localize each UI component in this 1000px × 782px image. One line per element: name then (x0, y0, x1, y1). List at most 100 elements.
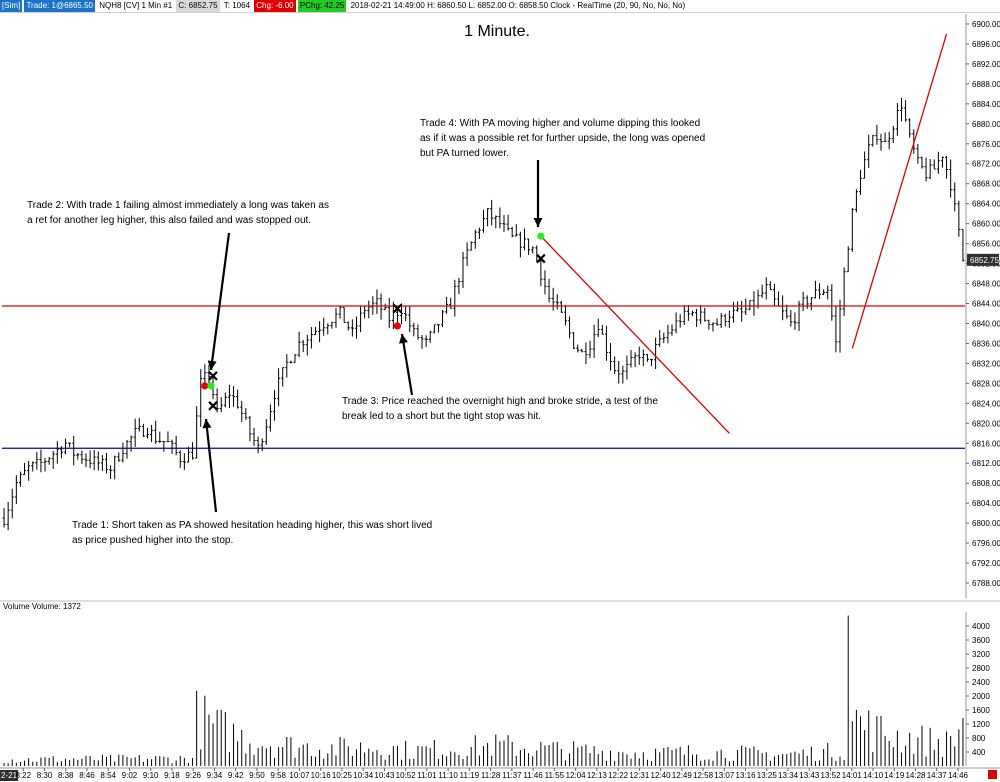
time-tick-label: 13:43 (799, 771, 820, 780)
time-tick-label: 11:46 (523, 771, 543, 780)
time-tick-label: 11:19 (460, 771, 480, 780)
price-tick-label: 6800.00 (972, 519, 1000, 528)
time-tick-label: 14:28 (905, 771, 926, 780)
volume-bars (3, 615, 964, 766)
x-stroke (208, 401, 218, 411)
time-tick-label: 14:01 (842, 771, 863, 780)
trade-2-note-line-1: Trade 2: With trade 1 failing almost imm… (27, 200, 329, 211)
trade-3-note-line-1: Trade 3: Price reached the overnight hig… (342, 396, 658, 407)
price-tick-label: 6836.00 (972, 339, 1000, 348)
arrow-head (207, 360, 217, 370)
bar-info: 2018-02-21 14:49:00 H: 6860.50 L: 6852.0… (350, 1, 686, 10)
volume-title: Volume Volume: 1372 (3, 602, 81, 611)
short-entry-dot (393, 322, 402, 330)
price-tick-label: 6844.00 (972, 300, 1000, 309)
long-entry-dot (537, 232, 545, 240)
chart-title: 1 Minute. (464, 23, 530, 40)
time-tick-label: 8:38 (58, 771, 74, 780)
time-tick-label: 9:02 (122, 771, 138, 780)
time-tick-label: 13:52 (821, 771, 842, 780)
status-indicator (988, 770, 997, 779)
time-tick-label: 12:58 (693, 771, 714, 780)
level-lines (2, 305, 965, 449)
x-stroke (208, 371, 218, 381)
price-tick-label: 6820.00 (972, 419, 1000, 428)
long-entry-dot (207, 382, 215, 390)
annotation-arrows (202, 160, 543, 513)
time-tick-label: 11:28 (481, 771, 501, 780)
trade-1-arrow (202, 418, 218, 513)
pchange-badge: PChg: 42.25 (297, 0, 347, 12)
sim-badge[interactable]: [Sim] (0, 0, 23, 12)
price-tick-label: 6804.00 (972, 499, 1000, 508)
price-tick-label: 6828.00 (972, 379, 1000, 388)
price-tick-label: 6832.00 (972, 359, 1000, 368)
time-tick-label: 8:22 (15, 771, 31, 780)
volume-tick-label: 1200 (972, 720, 990, 729)
trade-4-note-line-1: Trade 4: With PA moving higher and volum… (420, 118, 700, 129)
trade-exit-x-marker (392, 303, 403, 314)
tick-label: T: 1064 (223, 1, 251, 10)
arrow-shaft (204, 418, 218, 513)
price-tick-label: 6856.00 (972, 240, 1000, 249)
volume-tick-label: 4000 (972, 622, 990, 631)
trade-exit-x-marker (536, 253, 546, 264)
time-tick-label: 14:46 (948, 771, 969, 780)
trade-3-arrow (399, 333, 414, 396)
time-tick-label: 9:10 (143, 771, 159, 780)
time-tick-label: 9:42 (228, 771, 244, 780)
time-tick-label: 8:46 (79, 771, 95, 780)
volume-tick-label: 1600 (972, 706, 990, 715)
time-tick-label: 9:18 (164, 771, 180, 780)
trade-4-arrow (533, 160, 543, 227)
time-tick-label: 8:30 (37, 771, 53, 780)
trade-1-note-line-2: as price pushed higher into the stop. (72, 535, 233, 546)
time-tick-label: 11:55 (545, 771, 565, 780)
price-tick-label: 6868.00 (972, 180, 1000, 189)
time-tick-label: 10:25 (332, 771, 353, 780)
current-price-label: 6852.75 (970, 256, 999, 265)
time-tick-label: 10:16 (311, 771, 332, 780)
trade-label[interactable]: Trade: 1@6865.50 (24, 0, 96, 12)
time-tick-label: 12:40 (651, 771, 672, 780)
volume-tick-label: 3600 (972, 636, 990, 645)
price-axis: 6900.00 6896.00 6892.00 6888.00 6884.00 6880.… (0, 14, 1000, 602)
time-tick-label: 12:04 (566, 771, 587, 780)
price-tick-label: 6900.00 (972, 20, 1000, 29)
trade-2-note-line-2: a ret for another leg higher, this also … (27, 215, 311, 226)
x-stroke (536, 253, 546, 264)
trade-1-note-line-1: Trade 1: Short taken as PA showed hesita… (72, 520, 432, 531)
close-badge: C: 6852.75 (176, 0, 220, 12)
change-badge: Chg: -6.00 (254, 0, 296, 12)
time-tick-label: 14:37 (927, 771, 948, 780)
time-tick-label: 13:25 (757, 771, 778, 780)
price-tick-label: 6808.00 (972, 479, 1000, 488)
price-bars (2, 97, 965, 531)
x-stroke (392, 303, 403, 314)
time-tick-label: 13:07 (714, 771, 735, 780)
time-tick-label: 9:50 (249, 771, 265, 780)
time-tick-label: 11:37 (502, 771, 522, 780)
trade-2-arrow (207, 232, 231, 371)
price-tick-label: 6892.00 (972, 60, 1000, 69)
price-tick-label: 6840.00 (972, 319, 1000, 328)
price-tick-label: 6812.00 (972, 459, 1000, 468)
instrument-label: NQH8 [CV] 1 Min #1 (99, 1, 173, 10)
time-tick-label: 11:01 (417, 771, 437, 780)
time-tick-label: 9:58 (270, 771, 286, 780)
time-tick-label: 2-21 (1, 771, 18, 780)
price-tick-label: 6884.00 (972, 100, 1000, 109)
price-tick-label: 6788.00 (972, 579, 1000, 588)
instrument-header: [Sim] Trade: 1@6865.50 NQH8 [CV] 1 Min #… (0, 0, 1000, 13)
price-tick-label: 6816.00 (972, 439, 1000, 448)
trade-4-note-line-3: but PA turned lower. (420, 148, 509, 159)
price-tick-label: 6872.00 (972, 160, 1000, 169)
price-tick-label: 6896.00 (972, 40, 1000, 49)
time-tick-label: 10:34 (353, 771, 374, 780)
trade-exit-x-marker (208, 371, 218, 381)
volume-tick-label: 2800 (972, 664, 990, 673)
date-badge (0, 770, 18, 781)
time-tick-label: 12:31 (629, 771, 650, 780)
